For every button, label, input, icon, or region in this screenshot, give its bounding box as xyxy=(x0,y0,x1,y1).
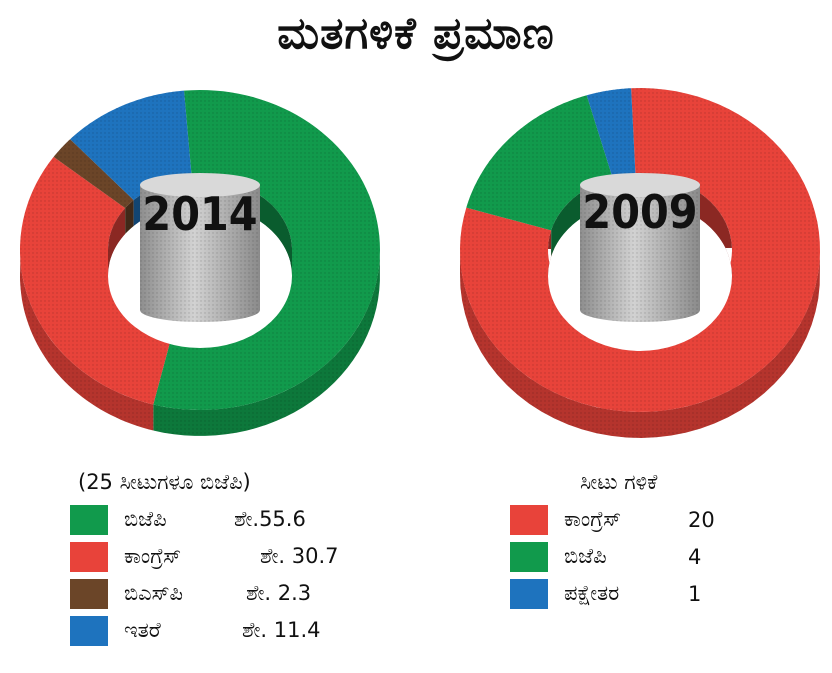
cylinder-top xyxy=(580,173,700,197)
legend-item-others-2014: ಇತರೆ ಶೇ. 11.4 xyxy=(70,612,339,649)
legend-item-independent-2009: ಪಕ್ಷೇತರ 1 xyxy=(510,575,715,612)
side-wall-texture xyxy=(153,245,380,436)
center-year-label: 2014 xyxy=(142,187,257,241)
legend-label: ಕಾಂಗ್ರೆಸ್ xyxy=(564,507,622,531)
cylinder-texture xyxy=(140,185,260,322)
legend-2009-title: ಸೀಟು ಗಳಿಕೆ xyxy=(580,470,658,494)
legend-item-congress-2009: ಕಾಂಗ್ರೆಸ್ 20 xyxy=(510,501,715,538)
slice-texture xyxy=(70,90,192,201)
side-wall-texture xyxy=(20,243,154,431)
legend-label: ಬಿಜೆಪಿ xyxy=(564,544,607,568)
legend-label: ಬಿಜೆಪಿ xyxy=(124,507,167,531)
legend-swatch xyxy=(70,541,108,572)
legend-swatch xyxy=(510,578,548,609)
legend-item-congress-2014: ಕಾಂಗ್ರೆಸ್ ಶೇ. 30.7 xyxy=(70,538,339,575)
legend-item-bsp-2014: ಬಿಎಸ್‌ಪಿ ಶೇ. 2.3 xyxy=(70,575,339,612)
chart-title: ಮತಗಳಿಕೆ ಪ್ರಮಾಣ xyxy=(277,8,555,59)
center-year-label: 2009 xyxy=(582,185,697,239)
legend-value: 4 xyxy=(688,544,702,569)
cylinder-top xyxy=(140,173,260,197)
legend-swatch xyxy=(70,615,108,646)
slice-texture xyxy=(20,156,177,405)
legend-value: 1 xyxy=(688,581,702,606)
legend-label: ಇತರೆ xyxy=(124,618,161,642)
donut-charts: 2014 2009 xyxy=(20,88,820,438)
legend-swatch xyxy=(70,578,108,609)
legend-value: ಶೇ.55.6 xyxy=(234,507,306,531)
legend-label: ಬಿಎಸ್‌ಪಿ xyxy=(124,581,184,605)
legend-value: ಶೇ. 11.4 xyxy=(242,618,321,642)
legend-swatch xyxy=(510,504,548,535)
legend-2009: ಸೀಟು ಗಳಿಕೆ ಕಾಂಗ್ರೆಸ್ 20 ಬಿಜೆಪಿ 4 ಪಕ್ಷೇತರ… xyxy=(510,470,715,612)
cylinder-texture xyxy=(580,185,700,322)
slice-texture xyxy=(586,88,636,179)
slice-texture xyxy=(460,88,820,412)
legend-item-bjp-2014: ಬಿಜೆಪಿ ಶೇ.55.6 xyxy=(70,501,339,538)
slice-texture xyxy=(466,95,613,231)
legend-value: ಶೇ. 30.7 xyxy=(260,544,339,568)
slice-texture xyxy=(53,139,134,209)
inner-wall-slice-2 xyxy=(125,200,134,235)
legend-item-bjp-2009: ಬಿಜೆಪಿ 4 xyxy=(510,538,715,575)
donut-2014: 2014 xyxy=(20,90,380,436)
inner-wall-slice-1 xyxy=(108,208,126,278)
donut-2009: 2009 xyxy=(460,88,820,438)
legend-swatch xyxy=(70,504,108,535)
legend-value: ಶೇ. 2.3 xyxy=(246,581,312,605)
legend-2014: (25 ಸೀಟುಗಳೂ ಬಿಜೆಪಿ) ಬಿಜೆಪಿ ಶೇ.55.6 ಕಾಂಗ್… xyxy=(70,470,339,649)
legend-value: 20 xyxy=(688,507,715,532)
legend-label: ಕಾಂಗ್ರೆಸ್ xyxy=(124,544,182,568)
legend-label: ಪಕ್ಷೇತರ xyxy=(564,581,620,605)
legend-swatch xyxy=(510,541,548,572)
legend-2014-title: (25 ಸೀಟುಗಳೂ ಬಿಜೆಪಿ) xyxy=(78,470,251,494)
